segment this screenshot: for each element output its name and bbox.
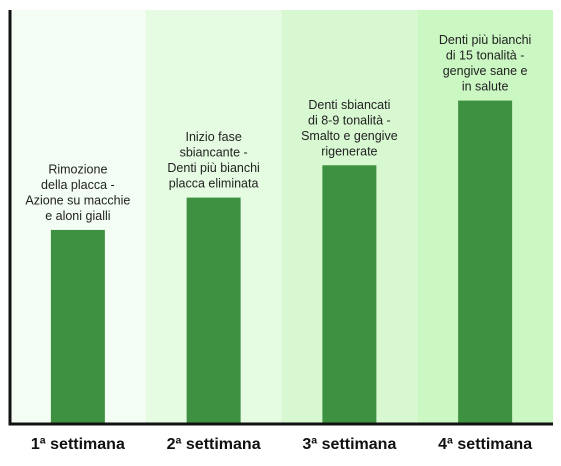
x-tick-label-4: 4ª settimana <box>438 436 532 453</box>
bar-annotation-line: di 8-9 tonalità - <box>308 113 391 127</box>
bar-annotation-line: della placca - <box>41 178 115 192</box>
bar-annotation-line: placca eliminata <box>169 177 259 191</box>
bar-annotation-line: Rimozione <box>48 162 107 176</box>
x-tick-label-2: 2ª settimana <box>167 436 261 453</box>
bar-1 <box>50 229 105 424</box>
bar-annotation-3: Denti sbiancati di 8-9 tonalità - Smalto e… <box>301 98 398 159</box>
bar-annotation-line: e aloni gialli <box>45 209 110 223</box>
bar-annotation-line: Denti più bianchi <box>167 161 259 175</box>
x-tick-label-1: 1ª settimana <box>31 436 125 453</box>
bar-annotation-line: Smalto e gengive <box>301 129 398 143</box>
bar-annotation-line: gengive sane e <box>443 64 528 78</box>
bar-annotation-line: in salute <box>462 80 509 94</box>
bar-annotation-1: Rimozione della placca -Azione su macchie… <box>25 162 130 223</box>
bar-annotation-line: Denti sbiancati <box>308 98 390 112</box>
bar-annotation-line: Denti più bianchi <box>439 33 531 47</box>
x-tick-label-3: 3ª settimana <box>302 436 396 453</box>
bar-annotation-line: Inizio fase <box>185 130 241 144</box>
bar-annotation-4: Denti più bianchi di 15 tonalità -gengive… <box>439 33 531 94</box>
bar-annotation-line: Azione su macchie <box>25 193 130 207</box>
bar-2 <box>186 197 241 424</box>
bar-annotation-2: Inizio fase sbiancante -Denti più bianchi… <box>167 130 259 191</box>
bar-annotation-line: di 15 tonalità - <box>446 49 525 63</box>
bar-3 <box>322 165 377 424</box>
bar-annotation-line: rigenerate <box>321 144 377 158</box>
bar-annotation-line: sbiancante - <box>180 146 248 160</box>
bar-4 <box>458 100 513 424</box>
